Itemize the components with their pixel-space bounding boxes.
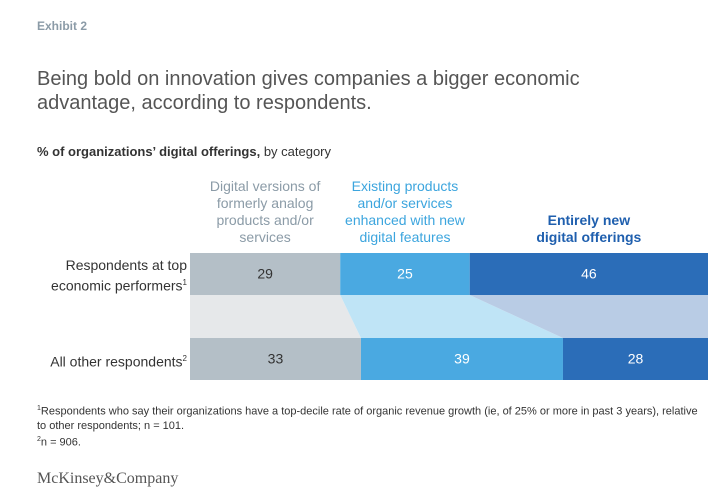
bar-segment — [360, 338, 563, 380]
footnote-text: n = 906. — [40, 436, 81, 449]
connector-band — [340, 295, 563, 338]
source-logo: McKinsey&Company — [37, 470, 179, 487]
subtitle: % of organizations’ digital offerings, b… — [37, 144, 331, 159]
value-label: 39 — [454, 351, 470, 367]
legend-entry: Digital versions of formerly analog prod… — [190, 178, 340, 246]
subtitle-bold: % of organizations’ digital offerings, — [37, 144, 261, 159]
category-label: Respondents at top economic performers1 — [37, 256, 187, 295]
connector-band — [469, 295, 708, 338]
footnote: 1Respondents who say their organizations… — [37, 402, 707, 433]
legend-text: Entirely new digital offerings — [536, 212, 642, 245]
bar-segment — [190, 338, 361, 380]
bar-segment — [190, 253, 341, 295]
footnote-marker: 2 — [37, 435, 41, 443]
connector-band — [190, 295, 361, 338]
footnote-text: Respondents who say their organizations … — [37, 405, 698, 432]
legend-entry: Entirely new digital offerings — [470, 212, 708, 246]
value-label: 46 — [581, 266, 597, 282]
footnote: 2n = 906. — [37, 433, 707, 450]
value-label: 25 — [397, 266, 413, 282]
bar-segment — [340, 253, 470, 295]
legend-entry: Existing products and/or services enhanc… — [340, 178, 470, 246]
category-text: All other respondents — [50, 353, 183, 370]
bar-segment — [562, 338, 708, 380]
chart-title: Being bold on innovation gives companies… — [37, 68, 580, 114]
bar-segment — [469, 253, 708, 295]
legend-text: Digital versions of formerly analog prod… — [209, 178, 321, 245]
legend-text: Existing products and/or services enhanc… — [345, 178, 465, 245]
category-note: 1 — [182, 278, 187, 287]
value-label: 28 — [628, 351, 644, 367]
category-text: Respondents at top economic performers — [51, 257, 187, 294]
exhibit-label: Exhibit 2 — [37, 19, 88, 33]
subtitle-rest: by category — [263, 144, 332, 159]
category-note: 2 — [182, 354, 187, 363]
category-label: All other respondents2 — [17, 350, 187, 371]
footnotes: 1Respondents who say their organizations… — [37, 402, 707, 449]
value-label: 33 — [268, 351, 284, 367]
value-label: 29 — [257, 266, 273, 282]
footnote-marker: 1 — [37, 405, 41, 412]
